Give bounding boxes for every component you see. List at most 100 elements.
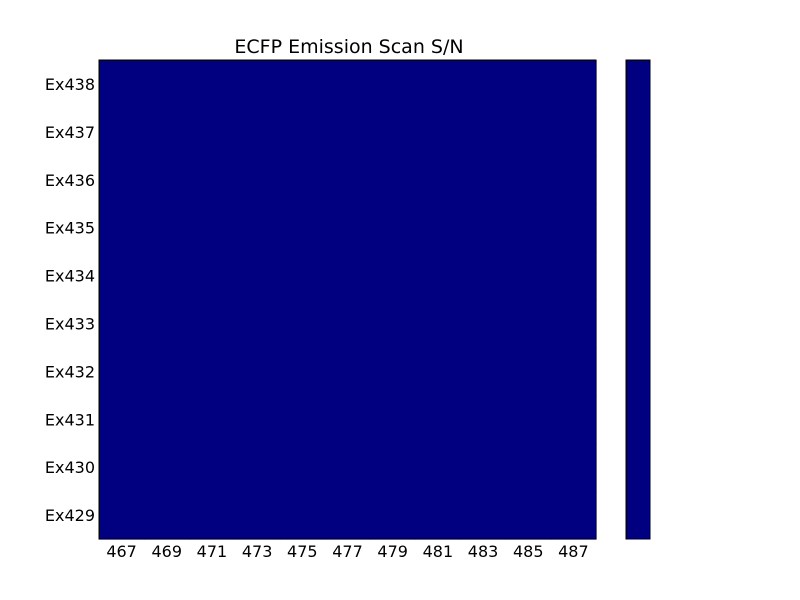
heatmap-cell xyxy=(234,395,281,444)
heatmap-cell xyxy=(370,347,416,396)
y-tick-label: Ex437 xyxy=(45,123,95,142)
heatmap-cell xyxy=(279,251,326,301)
heatmap-cell xyxy=(189,155,236,205)
heatmap-cell xyxy=(505,203,552,253)
heatmap-cell xyxy=(505,443,552,492)
heatmap-cell xyxy=(460,299,507,348)
heatmap-cell xyxy=(415,395,462,444)
heatmap-cell xyxy=(460,491,507,540)
heatmap-cell xyxy=(99,203,145,253)
y-tick-label: Ex438 xyxy=(45,75,95,94)
heatmap-cell xyxy=(324,395,371,444)
x-tick-label: 477 xyxy=(332,542,363,561)
heatmap-cell xyxy=(189,107,236,157)
heatmap-cell xyxy=(460,60,507,109)
heatmap-cell xyxy=(99,251,145,301)
y-tick-label: Ex431 xyxy=(45,410,95,429)
heatmap-cell xyxy=(370,251,416,301)
heatmap-cell xyxy=(460,395,507,444)
heatmap-cell xyxy=(550,155,597,205)
heatmap-cell xyxy=(324,251,371,301)
heatmap-cell xyxy=(324,203,371,253)
heatmap-cell xyxy=(279,203,326,253)
y-tick-label: Ex432 xyxy=(45,362,95,381)
heatmap-cell xyxy=(189,491,236,540)
heatmap-cell xyxy=(460,107,507,157)
heatmap-cell xyxy=(415,203,462,253)
heatmap-cell xyxy=(415,107,462,157)
heatmap-cell xyxy=(324,107,371,157)
heatmap-cell xyxy=(234,155,281,205)
heatmap-cell xyxy=(234,203,281,253)
x-tick-label: 467 xyxy=(106,542,137,561)
heatmap-cell xyxy=(370,491,416,540)
heatmap-cell xyxy=(415,299,462,348)
heatmap-cell xyxy=(505,491,552,540)
heatmap-cell xyxy=(324,491,371,540)
heatmap-cell xyxy=(144,347,190,396)
heatmap-cell xyxy=(234,60,281,109)
x-axis-ticks: 467 469 471 473 475 477 479 481 483 485 487 xyxy=(106,542,588,561)
heatmap-cell xyxy=(99,347,145,396)
x-tick-label: 487 xyxy=(558,542,589,561)
y-tick-label: Ex434 xyxy=(45,267,95,286)
heatmap-cell xyxy=(460,155,507,205)
y-tick-label: Ex430 xyxy=(45,458,95,477)
heatmap-cell xyxy=(279,443,326,492)
heatmap-cell xyxy=(144,491,190,540)
heatmap-cell xyxy=(279,347,326,396)
heatmap-cell xyxy=(505,107,552,157)
y-tick-label: Ex429 xyxy=(45,506,95,525)
heatmap-cell xyxy=(189,395,236,444)
x-tick-label: 483 xyxy=(468,542,499,561)
heatmap-cell xyxy=(550,491,597,540)
heatmap-cell xyxy=(505,347,552,396)
heatmap-cell xyxy=(370,60,416,109)
heatmap-cell xyxy=(505,155,552,205)
heatmap-cell xyxy=(370,443,416,492)
heatmap-cell xyxy=(370,155,416,205)
heatmap-cell xyxy=(460,203,507,253)
heatmap-cell xyxy=(415,491,462,540)
x-tick-label: 481 xyxy=(423,542,454,561)
heatmap-cell xyxy=(460,251,507,301)
heatmap-cell xyxy=(370,107,416,157)
heatmap-cell xyxy=(99,60,145,109)
heatmap-cell xyxy=(550,443,597,492)
heatmap-cell xyxy=(550,203,597,253)
heatmap-cell xyxy=(324,347,371,396)
heatmap-cell xyxy=(189,203,236,253)
heatmap-cell xyxy=(505,60,552,109)
heatmap-cell xyxy=(505,395,552,444)
heatmap-cell xyxy=(324,60,371,109)
heatmap-cell xyxy=(370,395,416,444)
y-tick-label: Ex436 xyxy=(45,171,95,190)
heatmap-cell xyxy=(189,299,236,348)
x-tick-label: 485 xyxy=(513,542,544,561)
y-tick-label: Ex435 xyxy=(45,219,95,238)
heatmap-cell xyxy=(505,299,552,348)
plot-frame xyxy=(98,59,597,540)
y-tick-label: Ex433 xyxy=(45,314,95,333)
heatmap-cell xyxy=(279,60,326,109)
heatmap-cell xyxy=(189,347,236,396)
heatmap-cell xyxy=(144,251,190,301)
heatmap-cell xyxy=(189,60,236,109)
y-axis-ticks: Ex438 Ex437 Ex436 Ex435 Ex434 Ex433 Ex432 Ex431… xyxy=(45,75,95,525)
x-tick-label: 471 xyxy=(197,542,228,561)
heatmap-cell xyxy=(505,251,552,301)
heatmap-cell xyxy=(370,203,416,253)
heatmap-cell xyxy=(324,155,371,205)
heatmap-cell xyxy=(99,491,145,540)
x-tick-label: 469 xyxy=(151,542,182,561)
heatmap-cell xyxy=(99,395,145,444)
x-tick-label: 473 xyxy=(242,542,273,561)
heatmap-cell xyxy=(234,347,281,396)
heatmap-cell xyxy=(144,203,190,253)
heatmap-cell xyxy=(550,347,597,396)
heatmap-cell xyxy=(550,251,597,301)
heatmap-cell xyxy=(415,251,462,301)
heatmap-cell xyxy=(279,491,326,540)
heatmap-cell xyxy=(234,443,281,492)
